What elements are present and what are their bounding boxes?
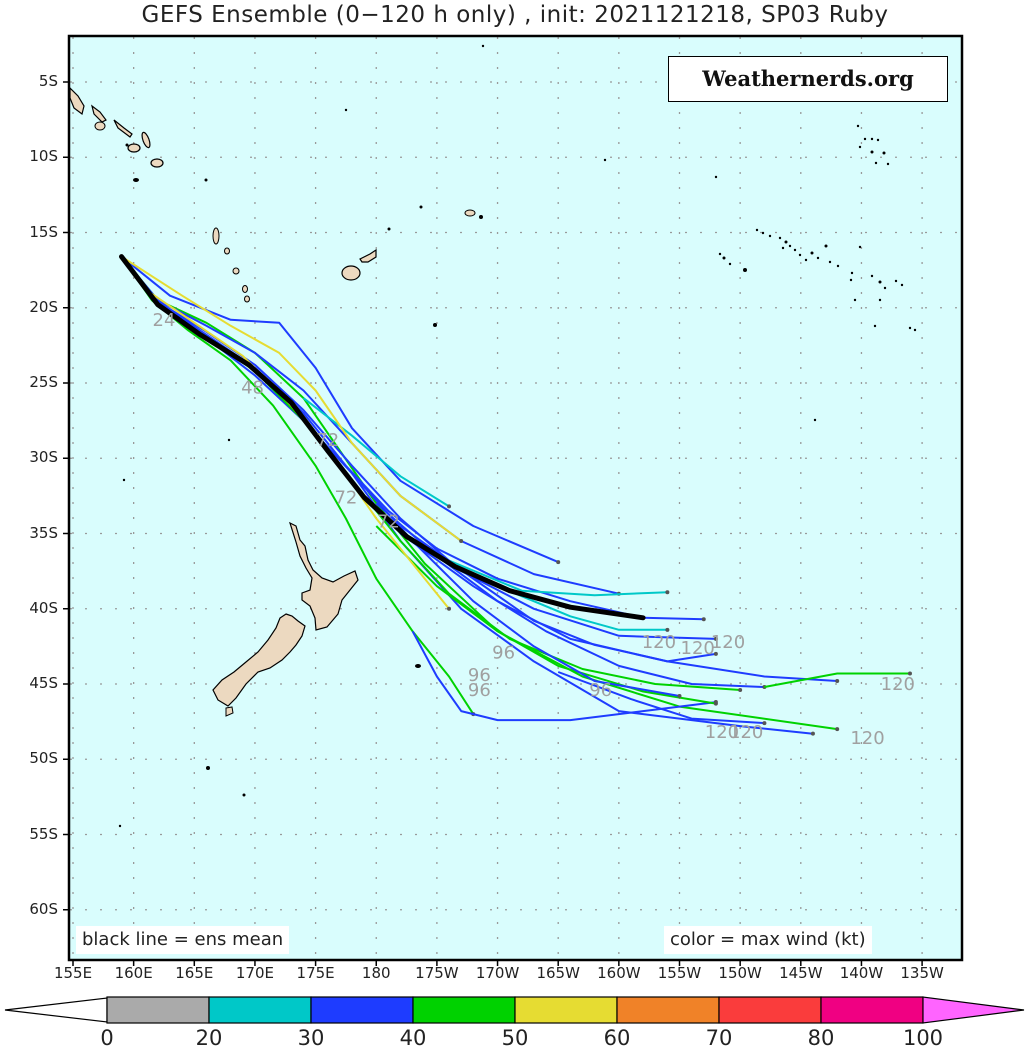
max-wind-note: color = max wind (kt) [664,926,872,954]
member-track [764,672,910,688]
lat-label: 50S [29,749,58,768]
lat-label: 60S [29,899,58,918]
forecast-hour-label: 24 [153,310,176,331]
lon-label: 165W [536,964,580,982]
lon-label: 160E [114,964,153,982]
forecast-hour-label: 120 [881,674,915,695]
lat-label: 10S [29,147,58,166]
member-track [302,397,450,508]
forecast-hour-label: 96 [468,665,491,686]
colorbar [4,996,1025,1024]
colorbar-label: 20 [195,1026,223,1050]
lon-label: 170E [235,964,274,982]
lat-label: 15S [29,222,58,241]
colorbar-label: 60 [603,1026,631,1050]
lon-label: 135W [900,964,944,982]
french-polynesia-islands [718,124,917,422]
lat-label: 5S [38,72,58,90]
forecast-hour-label: 72 [377,511,400,532]
member-track [448,559,668,597]
lat-label: 45S [29,674,58,692]
lon-label: 175W [415,964,459,982]
forecast-hour-label: 48 [241,378,264,399]
colorbar-label: 80 [807,1026,835,1050]
solomon-islands [70,87,85,116]
lon-label: 170W [475,964,520,982]
axis-ticks [63,81,923,966]
colorbar-label: 40 [399,1026,427,1050]
lon-label: 155E [53,964,93,982]
lat-label: 55S [29,824,58,843]
forecast-hour-label: 72 [334,487,357,508]
new-zealand-north-island [289,521,359,631]
watermark-weathernerds: Weathernerds.org [668,56,948,102]
colorbar-label: 100 [902,1026,944,1050]
forecast-hour-label: 96 [492,642,515,663]
ensemble-mean-track [119,254,646,621]
member-track [411,630,717,722]
colorbar-label: 50 [501,1026,529,1050]
forecast-hour-label: 120 [705,722,739,743]
new-zealand-south-island [212,613,306,707]
colorbar-label: 0 [100,1026,114,1050]
member-track [399,532,765,688]
lon-label: 155W [657,964,702,982]
lon-label: 145W [779,964,823,982]
forecast-hour-label: 96 [589,680,612,701]
ocean-background [70,37,961,959]
forecast-hour-label: 96 [468,680,491,701]
forecast-hour-label: 120 [642,632,676,653]
fiji-vanua-levu [359,248,377,263]
forecast-hour-label: 120 [729,722,763,743]
lon-label: 165E [175,964,214,982]
plot-frame [67,34,964,962]
lat-label: 20S [29,297,58,316]
lon-label: 160W [597,964,641,982]
member-track [375,525,717,705]
lat-label: 35S [29,523,58,542]
lat-label: 40S [29,598,58,617]
forecast-hour-label: 72 [316,430,339,451]
member-track [120,255,716,640]
lat-label: 30S [29,448,58,467]
forecast-hour-label: 120 [850,728,884,749]
member-track [497,585,668,631]
member-track [120,255,559,564]
colorbar-label: 30 [297,1026,325,1050]
land-masses [70,44,917,828]
member-track [557,671,765,725]
forecast-hour-label: 120 [681,638,715,659]
lon-label: 175E [296,964,335,982]
lon-label: 140W [839,964,884,982]
forecast-hour-label: 120 [711,632,745,653]
member-track [120,255,704,621]
chart-title: GEFS Ensemble (0−120 h only) , init: 202… [141,2,889,28]
lon-label: 150W [718,964,762,982]
fiji-viti-levu [341,265,361,281]
lon-label: 180 [361,964,391,982]
member-track [120,255,462,542]
colorbar-label: 70 [705,1026,733,1050]
ens-mean-note: black line = ens mean [76,926,290,954]
lat-label: 25S [29,373,58,391]
